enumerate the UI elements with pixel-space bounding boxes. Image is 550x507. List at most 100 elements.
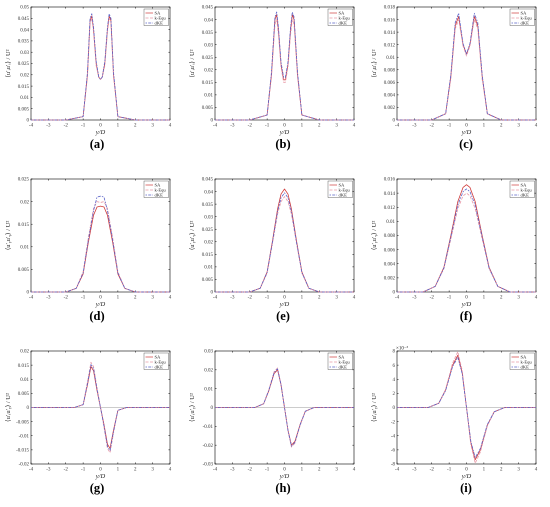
y-tick-label: 0.016 xyxy=(384,178,396,183)
y-tick-label: 0 xyxy=(27,406,30,411)
x-tick-label: -3 xyxy=(412,296,417,301)
y-tick-label: 2 xyxy=(393,392,396,397)
panel-caption: (g) xyxy=(90,481,105,495)
x-tick-label: 2 xyxy=(500,468,503,473)
x-tick-label: -4 xyxy=(395,296,400,301)
series-line-k-equ xyxy=(215,19,354,121)
y-tick-label: 0.02 xyxy=(20,200,29,205)
series-line-dke xyxy=(31,364,170,451)
series-line-dke xyxy=(31,195,170,293)
y-tick-label: 0.02 xyxy=(20,350,29,355)
x-tick-label: 2 xyxy=(318,296,321,301)
y-tick-label: 0.01 xyxy=(204,94,213,99)
x-tick-label: -3 xyxy=(230,296,235,301)
y-tick-label: -0.015 xyxy=(16,449,29,454)
x-tick-label: -4 xyxy=(395,124,400,129)
legend-label: SA xyxy=(155,11,162,16)
y-tick-label: -2 xyxy=(391,420,396,425)
y-tick-label: 0.005 xyxy=(18,107,30,112)
panel-caption: (e) xyxy=(276,309,290,323)
x-tick-label: -4 xyxy=(29,124,34,129)
panel-h: -4 -3 -2 -1 0 1 2 3 4 -0.03 -0.02 -0.01 0 0.01 0.02 0.0… xyxy=(189,350,356,495)
x-tick-label: 1 xyxy=(117,296,120,301)
x-tick-label: 4 xyxy=(169,468,172,473)
series-line-k-equ xyxy=(31,17,170,121)
y-tick-label: 0 xyxy=(211,406,214,411)
y-axis-label: ⟨u′ᵢu′ᵢ⟩ / U² xyxy=(371,49,378,77)
y-tick-label: 0.01 xyxy=(204,266,213,271)
x-tick-label: 4 xyxy=(535,124,538,129)
y-tick-label: 0.015 xyxy=(202,253,214,258)
x-tick-label: 0 xyxy=(99,468,102,473)
y-tick-label: 0.04 xyxy=(204,18,213,23)
y-tick-label: -0.03 xyxy=(203,463,214,468)
x-axis-label: y/D xyxy=(279,301,290,308)
legend-label: SA xyxy=(521,11,528,16)
y-tick-label: -0.01 xyxy=(203,425,214,430)
x-tick-label: 3 xyxy=(517,468,520,473)
x-tick-label: 1 xyxy=(483,124,486,129)
x-tick-label: -1 xyxy=(81,468,86,473)
legend-label: dKE xyxy=(521,21,530,26)
x-tick-label: 4 xyxy=(353,468,356,473)
y-tick-label: 0.014 xyxy=(384,192,396,197)
x-tick-label: 3 xyxy=(335,124,338,129)
legend-label: k-Equ xyxy=(155,188,167,193)
x-tick-label: 2 xyxy=(500,124,503,129)
legend-label: SA xyxy=(155,183,162,188)
y-tick-label: 0.008 xyxy=(384,234,396,239)
panel-i: -4 -3 -2 -1 0 1 2 3 4 -8 -6 -4 -2 0 2 4 6 8×10⁻³ SAk-EqudK… xyxy=(371,346,538,496)
panel-caption: (a) xyxy=(90,137,105,151)
legend-label: SA xyxy=(155,355,162,360)
x-tick-label: -3 xyxy=(412,468,417,473)
x-tick-label: -2 xyxy=(248,468,253,473)
x-tick-label: 1 xyxy=(117,468,120,473)
y-tick-label: 0.012 xyxy=(384,206,396,211)
panel-caption: (d) xyxy=(89,309,104,323)
y-tick-label: 0.035 xyxy=(18,40,30,45)
y-tick-label: 0 xyxy=(27,291,30,296)
x-axis-label: y/D xyxy=(461,473,472,480)
x-tick-label: 0 xyxy=(283,296,286,301)
y-axis-label: ⟨u′ᵢu′ᵧ⟩ / U² xyxy=(5,393,12,422)
x-tick-label: -3 xyxy=(230,124,235,129)
panel-caption: (i) xyxy=(460,481,472,495)
x-tick-label: 2 xyxy=(134,296,137,301)
x-tick-label: 3 xyxy=(517,296,520,301)
y-tick-label: 0.014 xyxy=(384,31,396,36)
x-axis-label: y/D xyxy=(95,473,106,480)
y-tick-label: 4 xyxy=(393,378,396,383)
x-tick-label: -2 xyxy=(430,124,435,129)
x-tick-label: 3 xyxy=(335,296,338,301)
series-line-dke xyxy=(215,192,354,293)
x-tick-label: 1 xyxy=(483,296,486,301)
y-axis-label: ⟨u′ᵢu′ᵢ⟩ / U² xyxy=(189,49,196,77)
y-tick-label: 0.01 xyxy=(386,220,395,225)
y-tick-label: 0 xyxy=(393,119,396,124)
x-tick-label: -1 xyxy=(447,296,452,301)
x-tick-label: 1 xyxy=(483,468,486,473)
y-tick-label: 0.02 xyxy=(204,68,213,73)
legend-label: dKE xyxy=(521,193,530,198)
x-tick-label: -2 xyxy=(430,296,435,301)
legend-label: SA xyxy=(339,183,346,188)
x-tick-label: 4 xyxy=(535,296,538,301)
y-tick-label: 0.008 xyxy=(384,68,396,73)
x-tick-label: -2 xyxy=(430,468,435,473)
y-tick-label: 0.015 xyxy=(202,81,214,86)
x-tick-label: 0 xyxy=(283,124,286,129)
x-tick-label: 4 xyxy=(169,296,172,301)
x-tick-label: -3 xyxy=(46,296,51,301)
series-line-k-equ xyxy=(215,367,354,448)
y-tick-label: 0.045 xyxy=(202,6,214,11)
y-tick-label: 0.04 xyxy=(204,190,213,195)
y-tick-label: -0.005 xyxy=(16,420,29,425)
y-tick-label: -0.02 xyxy=(19,463,30,468)
legend-label: SA xyxy=(521,183,528,188)
panel-f: -4 -3 -2 -1 0 1 2 3 4 0 0.002 0.004 0.006 0.008 0.01 0.… xyxy=(371,178,538,323)
x-tick-label: 3 xyxy=(517,124,520,129)
y-tick-label: 0.03 xyxy=(20,51,29,56)
y-tick-label: 0.025 xyxy=(202,228,214,233)
y-tick-label: -0.01 xyxy=(19,434,30,439)
